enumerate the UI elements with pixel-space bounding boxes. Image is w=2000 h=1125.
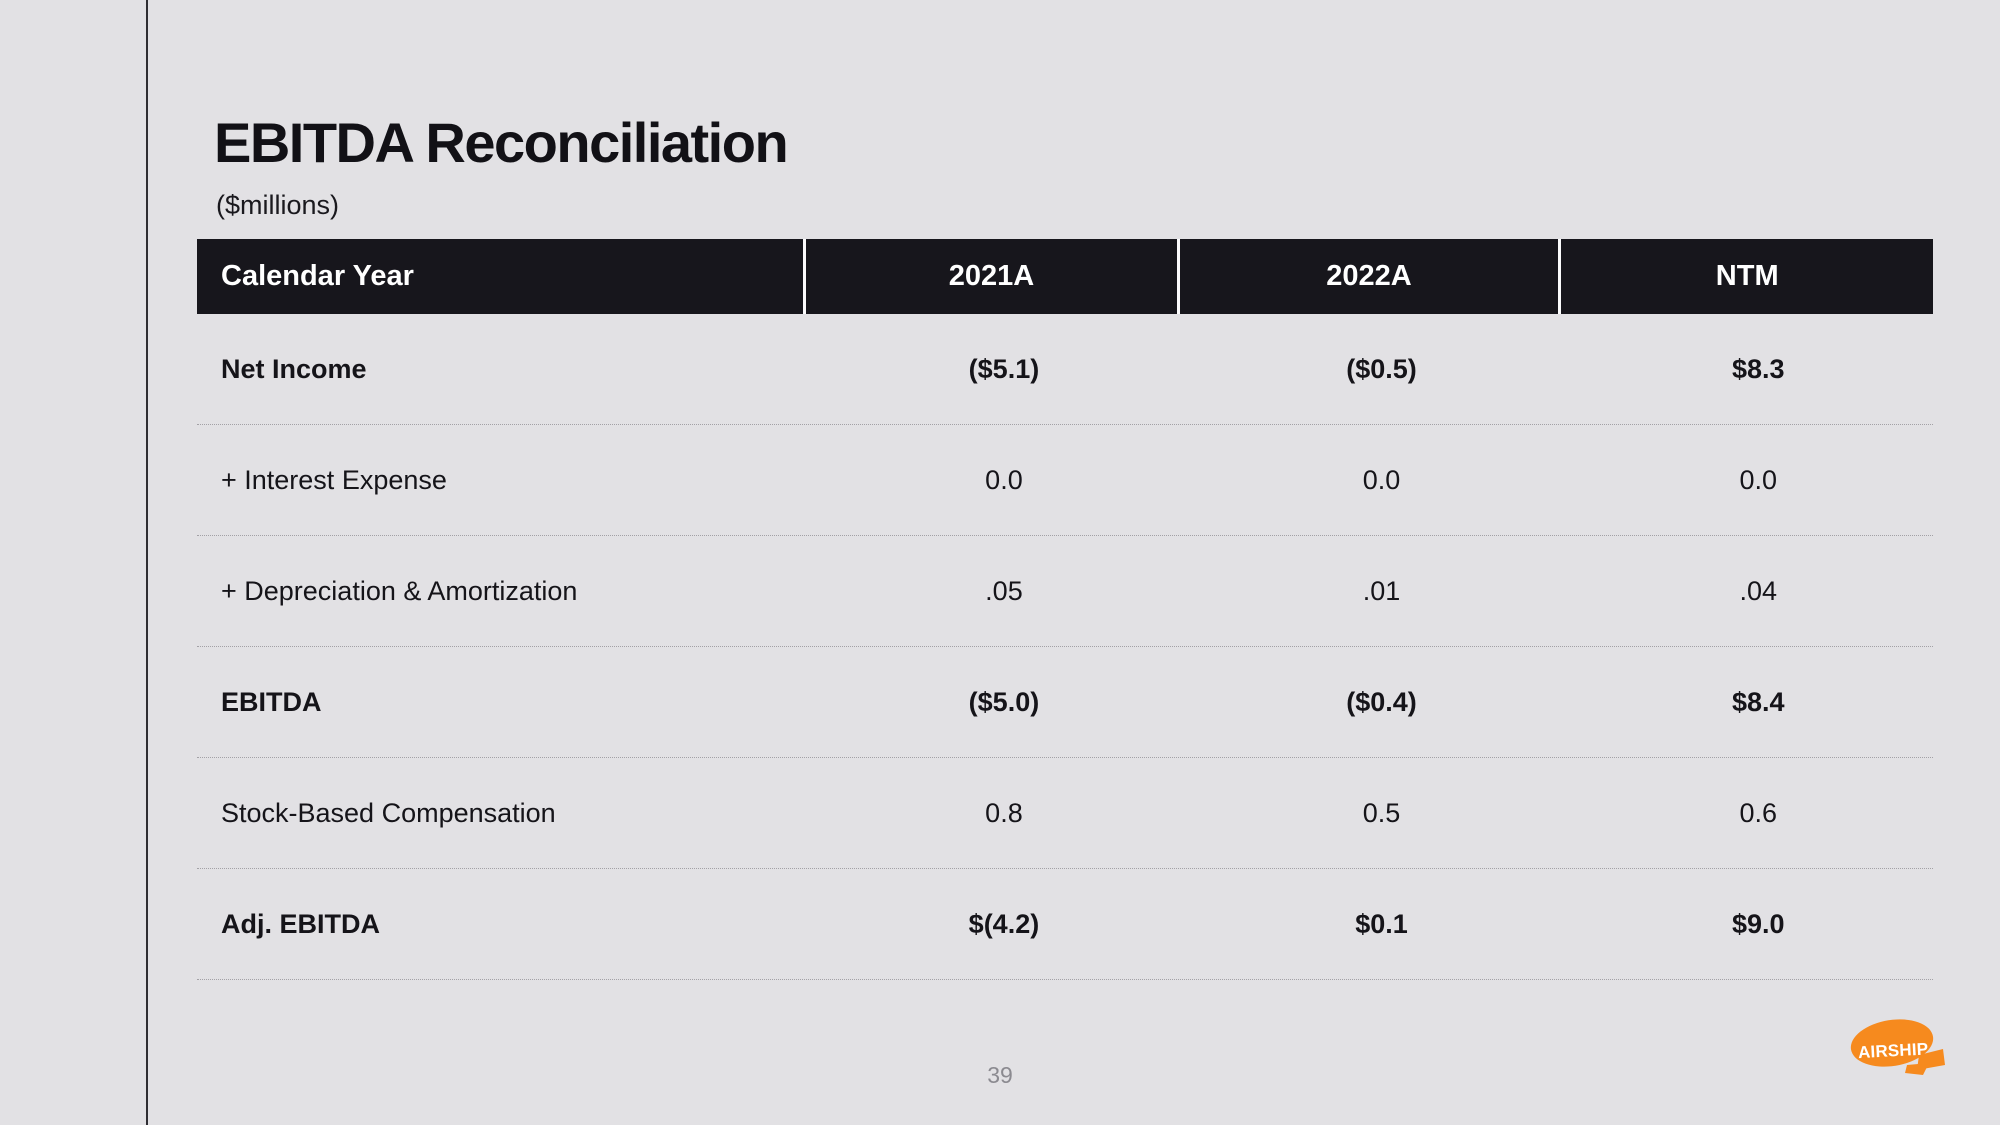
table-body: Net Income ($5.1) ($0.5) $8.3 + Interest Exp… [197,314,1933,980]
row-value: 0.6 [1739,797,1777,828]
table-row: Stock-Based Compensation 0.8 0.5 0.6 [197,758,1933,869]
row-value: .04 [1739,575,1777,606]
column-header-2021a: 2021A [806,239,1180,314]
row-value: 0.0 [1362,464,1401,495]
row-value: 0.0 [1739,464,1777,495]
row-label: EBITDA [221,686,322,717]
row-value: 0.0 [985,464,1023,495]
row-value: ($5.1) [968,353,1040,384]
row-value: $9.0 [1731,908,1785,939]
column-header-calendar-year: Calendar Year [197,239,807,314]
row-value: 0.8 [985,797,1023,828]
airship-logo: AIRSHIP [1850,1019,1945,1075]
row-value: $(4.2) [968,908,1040,939]
row-value: $8.4 [1731,686,1785,717]
units-subtitle: ($millions) [216,190,340,220]
row-label: Stock-Based Compensation [221,797,556,828]
table-row: Adj. EBITDA $(4.2) $0.1 $9.0 [197,869,1933,980]
column-header-ntm: NTM [1715,260,1779,292]
blimp-icon [1850,1019,1945,1075]
row-value: $0.1 [1355,908,1408,939]
row-value: 0.5 [1362,797,1401,828]
row-value: .05 [985,575,1023,606]
row-value: ($5.0) [968,686,1040,717]
table-row: + Depreciation & Amortization .05 .01 .04 [197,536,1933,647]
table-row: Net Income ($5.1) ($0.5) $8.3 [197,314,1933,425]
row-label: Adj. EBITDA [221,908,380,939]
page-title: EBITDA Reconciliation [214,111,789,174]
left-vertical-divider [146,0,148,1125]
table-header-row: Calendar Year 2021A 2022A NTM [197,239,1933,314]
row-label: Net Income [221,353,367,384]
row-value: $8.3 [1731,353,1785,384]
row-label: + Depreciation & Amortization [221,575,578,606]
row-value: ($0.5) [1346,353,1417,384]
column-header-2022a: 2022A [1180,239,1562,314]
table-row: + Interest Expense 0.0 0.0 0.0 [197,425,1933,536]
table-row: EBITDA ($5.0) ($0.4) $8.4 [197,647,1933,758]
row-value: ($0.4) [1346,686,1417,717]
row-label: + Interest Expense [221,464,447,495]
page-number: 39 [987,1062,1013,1088]
row-value: .01 [1362,575,1401,606]
logo-text: AIRSHIP [1858,1039,1929,1062]
ebitda-reconciliation-table: Calendar Year 2021A 2022A NTM Net Income… [197,239,1933,980]
